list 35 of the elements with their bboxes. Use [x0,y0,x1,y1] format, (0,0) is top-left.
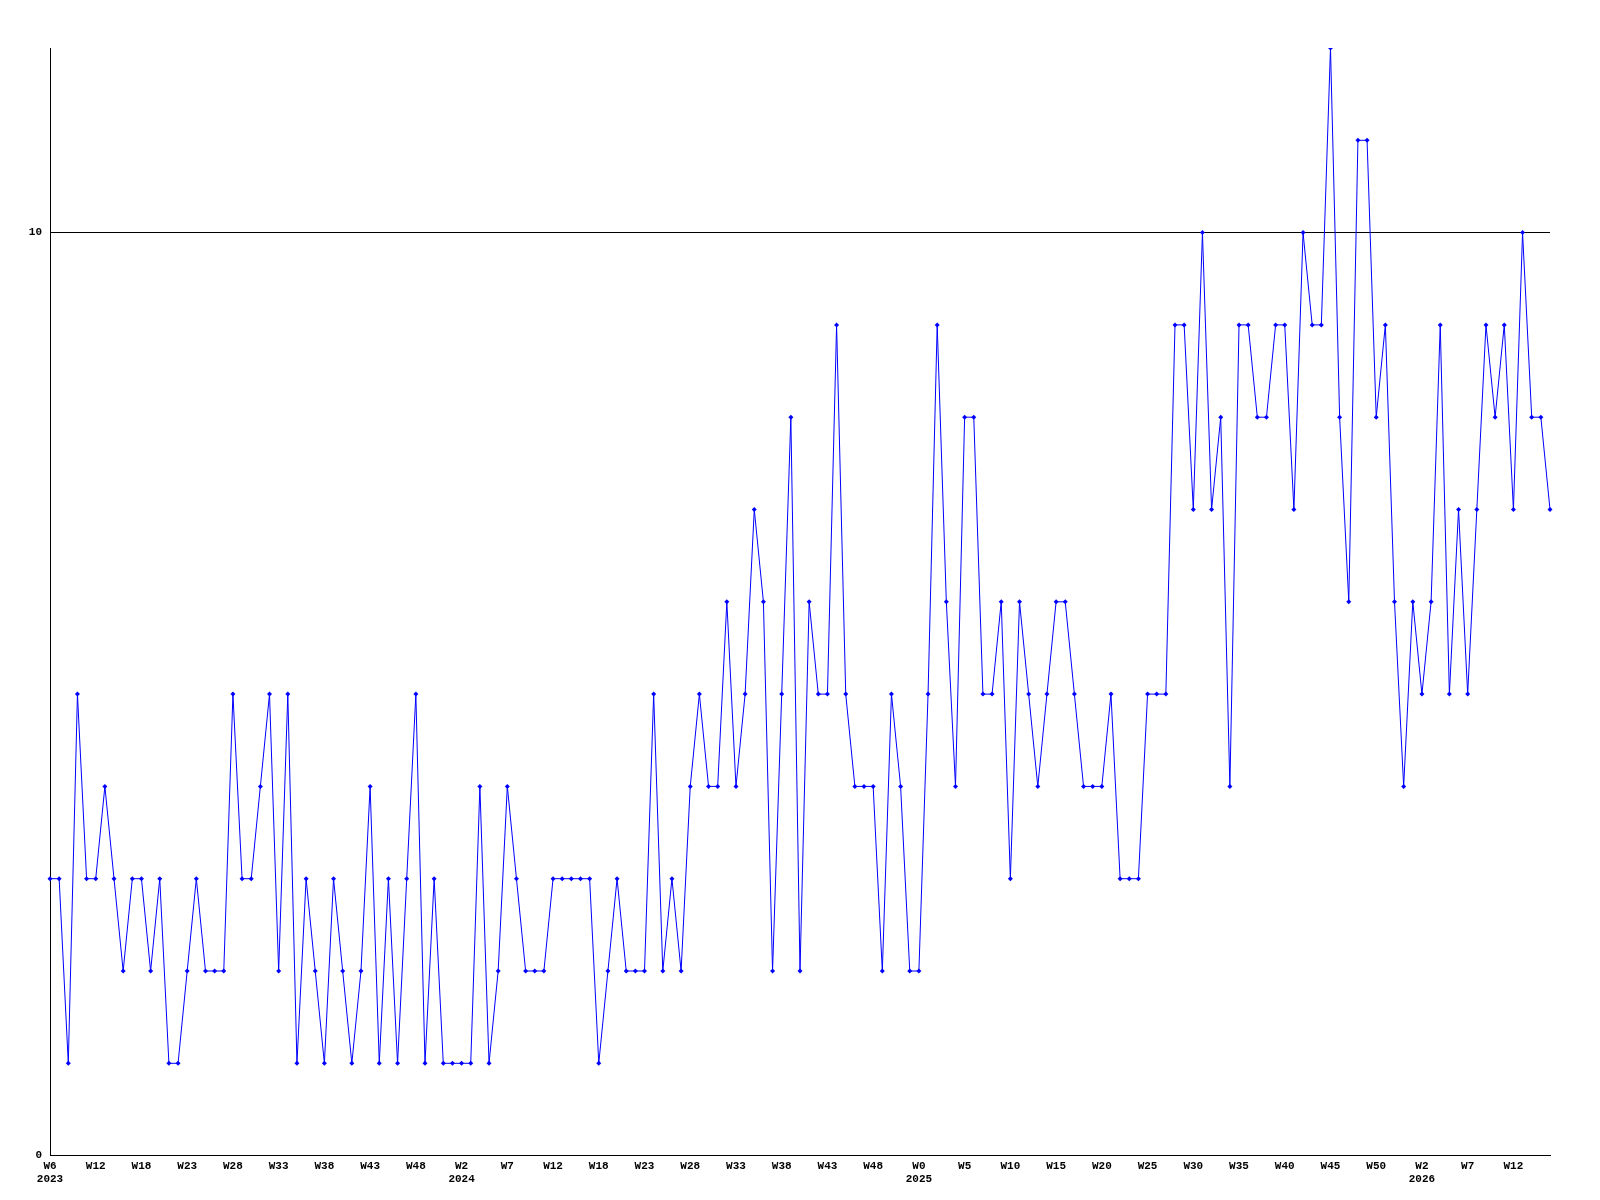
x-tick-label: W40 [1274,1159,1295,1172]
x-tick-label: W12 [543,1159,563,1172]
x-tick-label: W30 [1183,1159,1204,1172]
x-tick-label: W38 [771,1159,792,1172]
x-tick-label: W7 [500,1159,514,1172]
x-tick-label: W45 [1320,1159,1341,1172]
x-tick-label: W28 [680,1159,701,1172]
x-tick-label: W6 2023 [36,1159,64,1186]
x-tick-label: W33 [268,1159,289,1172]
x-tick-label: W7 [1461,1159,1475,1172]
x-tick-label: W50 [1366,1159,1387,1172]
x-tick-label: W2 2026 [1408,1159,1436,1186]
x-tick-label: W28 [223,1159,244,1172]
x-tick-label: W18 [588,1159,610,1172]
x-tick-label: W43 [817,1159,838,1172]
x-tick-label: W12 [1503,1159,1524,1172]
x-tick-label: W25 [1137,1159,1158,1172]
x-tick-label: W48 [405,1159,427,1172]
x-tick-label: W0 2025 [905,1159,933,1186]
x-tick-label: W48 [863,1159,884,1172]
x-tick-label: W15 [1046,1159,1067,1172]
x-tick-label: W18 [131,1159,152,1172]
x-tick-label: W35 [1229,1159,1250,1172]
x-tick-label: W33 [726,1159,747,1172]
x-tick-label: W2 2024 [448,1159,476,1186]
y-tick-label: 10 [28,226,42,239]
x-tick-label: W12 [85,1159,106,1172]
x-tick-label: W5 [958,1159,972,1172]
x-tick-label: W23 [634,1159,655,1172]
x-tick-label: W38 [314,1159,335,1172]
x-tick-label: W20 [1091,1159,1112,1172]
x-tick-label: W43 [360,1159,381,1172]
x-tick-label: W10 [1000,1159,1021,1172]
y-tick-label: 0 [35,1149,42,1162]
x-tick-label: W23 [177,1159,198,1172]
